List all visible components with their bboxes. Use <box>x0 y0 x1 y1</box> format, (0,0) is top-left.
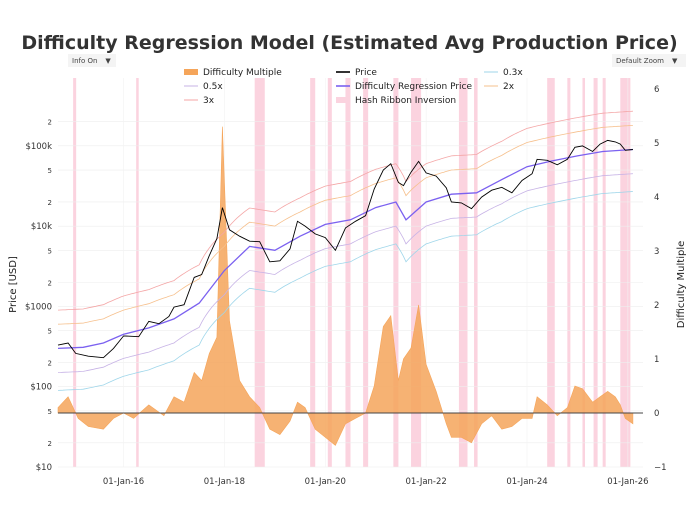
difficulty-multiple-area <box>57 126 634 446</box>
info-toggle-dropdown[interactable]: Info On ▼ <box>68 54 116 67</box>
legend-label-x03: 0.3x <box>503 68 523 78</box>
hash-ribbon-band <box>136 78 139 467</box>
legend-swatch-multiple <box>184 69 198 75</box>
y2-tick-label: 3 <box>654 247 659 257</box>
y-tick-label: $1000 <box>25 302 52 312</box>
y2-tick-label: 2 <box>654 301 659 311</box>
y-tick-label: $100k <box>25 142 52 152</box>
y-tick-label: 2 <box>48 199 52 207</box>
hash-ribbon-band <box>582 78 586 467</box>
band-line-x03 <box>57 191 633 391</box>
legend-label-x05: 0.5x <box>203 82 223 92</box>
y2-tick-label: 5 <box>654 139 659 149</box>
hash-ribbon-band <box>73 78 77 467</box>
hash-ribbon-band <box>458 78 468 467</box>
y-tick-label: 2 <box>48 279 52 287</box>
y2-tick-label: −1 <box>654 463 667 473</box>
x-tick-label: 01-Jan-18 <box>204 477 245 487</box>
y-tick-label: $10 <box>36 463 52 473</box>
axes-layer: $10 2 5 $100 2 5 $1000 2 5 $10k 2 5 $100k 2 −1 0 1 2 3 4 5 6 0… <box>8 85 687 487</box>
hash-ribbon-band <box>310 78 316 467</box>
band-line-x05 <box>57 173 633 373</box>
x-tick-label: 01-Jan-22 <box>405 477 446 487</box>
chart-title: Difficulty Regression Model (Estimated A… <box>21 32 678 54</box>
hash-ribbon-band <box>593 78 598 467</box>
legend-label-ribbon: Hash Ribbon Inversion <box>355 96 456 106</box>
regression-price-line <box>57 148 633 350</box>
y-tick-label: 2 <box>48 119 52 127</box>
x-tick-label: 01-Jan-24 <box>506 477 547 487</box>
legend-label-price: Price <box>355 68 377 78</box>
band-line-x3 <box>57 110 633 311</box>
hash-ribbon-band <box>474 78 478 467</box>
hash-ribbon-band <box>345 78 351 467</box>
y-tick-label: 5 <box>48 328 52 336</box>
zoom-label: Default Zoom <box>616 56 664 65</box>
y-tick-label: 5 <box>48 167 52 175</box>
band-layer <box>57 110 633 391</box>
legend-swatch-ribbon <box>336 97 350 103</box>
y-axis-title: Price [USD] <box>8 256 19 313</box>
legend-label-regression: Difficulty Regression Price <box>355 82 473 92</box>
y2-axis-title: Difficulty Multiple <box>676 241 687 329</box>
line-layer <box>57 139 633 359</box>
hash-ribbon-band <box>602 78 606 467</box>
y2-tick-label: 4 <box>654 193 659 203</box>
multiple-layer <box>57 126 643 446</box>
x-tick-label: 01-Jan-20 <box>305 477 346 487</box>
hash-ribbon-band <box>411 78 422 467</box>
y-tick-label: 2 <box>48 440 52 448</box>
price-line <box>57 139 633 359</box>
y-tick-label: 2 <box>48 360 52 368</box>
y-tick-label: 5 <box>48 408 52 416</box>
hash-ribbon-band <box>327 78 332 467</box>
y-tick-label: 5 <box>48 247 52 255</box>
ribbon-layer <box>73 78 631 467</box>
legend-label-multiple: Difficulty Multiple <box>203 68 282 78</box>
hash-ribbon-band <box>620 78 631 467</box>
legend: Difficulty Multiple Price 0.3x 0.5x Difficul… <box>184 68 523 106</box>
x-tick-label: 01-Jan-16 <box>103 477 144 487</box>
hash-ribbon-band <box>393 78 399 467</box>
legend-label-x2: 2x <box>503 82 515 92</box>
hash-ribbon-band <box>547 78 555 467</box>
y-tick-label: $100 <box>30 383 52 393</box>
zoom-dropdown[interactable]: Default Zoom ▼ <box>612 54 686 67</box>
y2-tick-label: 0 <box>654 409 659 419</box>
y2-tick-label: 6 <box>654 85 659 95</box>
info-toggle-label: Info On <box>72 56 98 65</box>
chevron-down-icon: ▼ <box>105 56 111 65</box>
hash-ribbon-band <box>363 78 369 467</box>
legend-label-x3: 3x <box>203 96 215 106</box>
chevron-down-icon: ▼ <box>671 56 678 65</box>
hash-ribbon-band <box>567 78 571 467</box>
y-tick-label: $10k <box>31 222 52 232</box>
x-tick-label: 01-Jan-26 <box>607 477 648 487</box>
grid-layer <box>58 78 643 468</box>
band-line-x2 <box>57 125 633 325</box>
y2-tick-label: 1 <box>654 355 659 365</box>
